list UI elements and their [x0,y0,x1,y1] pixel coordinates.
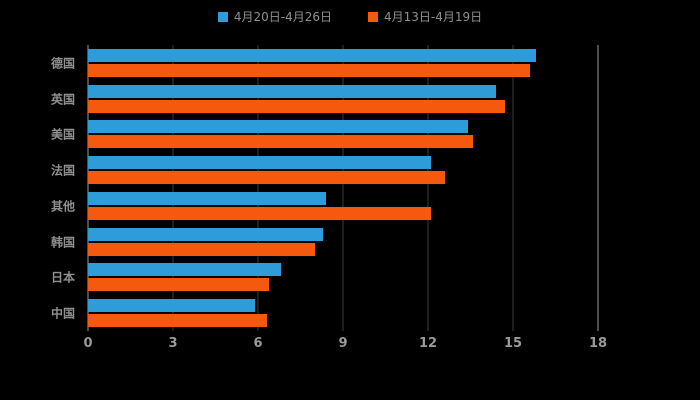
bar-series2-cat7 [88,314,267,328]
bar-series2-cat5 [88,242,315,256]
x-tick-label: 15 [503,336,523,351]
bar-series2-cat4 [88,206,431,220]
category-row-3: 法国 [51,155,598,185]
category-label: 其他 [50,199,75,214]
bar-series1-cat1 [88,84,496,98]
category-row-1: 英国 [51,84,598,114]
bar-series2-cat0 [88,63,530,77]
bar-series2-cat6 [88,278,270,292]
category-label: 日本 [50,270,75,285]
legend-swatch-icon [217,11,228,22]
category-label: 法国 [50,163,75,178]
category-row-6: 日本 [51,262,598,292]
legend-label: 4月20日-4月26日 [233,10,332,24]
category-row-7: 中国 [51,298,598,328]
x-tick-label: 3 [168,336,178,351]
legend-item-series2[interactable]: 4月13日-4月19日 [368,8,482,25]
bar-series1-cat6 [88,263,281,277]
category-label: 德国 [50,56,75,71]
chart-legend: 4月20日-4月26日 4月13日-4月19日 [0,8,700,25]
category-row-4: 其他 [51,191,598,221]
category-row-2: 美国 [51,119,598,149]
gridline [172,45,174,331]
gridline [427,45,429,331]
legend-label: 4月13日-4月19日 [384,10,483,24]
bar-series1-cat5 [88,227,324,241]
bar-series2-cat1 [88,99,505,113]
bar-rows: 德国英国美国法国其他韩国日本中国 [51,45,598,331]
bar-series1-cat2 [88,120,468,134]
gridline [512,45,514,331]
gridline [257,45,259,331]
bar-series1-cat3 [88,156,431,170]
x-axis: 0 3 6 9 12 15 18 [83,336,607,356]
legend-item-series1[interactable]: 4月20日-4月26日 [217,8,332,25]
category-label: 英国 [50,92,75,107]
gridline [342,45,344,331]
bar-series1-cat7 [88,299,256,313]
x-tick-label: 18 [588,336,608,351]
x-tick-label: 6 [253,336,263,351]
x-tick-label: 9 [338,336,348,351]
x-tick-label: 0 [83,336,93,351]
plot-area: 德国英国美国法国其他韩国日本中国 [51,45,599,331]
category-row-0: 德国 [51,48,598,78]
legend-swatch-icon [368,11,378,22]
gridline [597,45,599,331]
bar-series1-cat0 [88,48,536,62]
category-row-5: 韩国 [51,227,598,257]
gridline [87,45,89,331]
x-tick-label: 12 [418,336,438,351]
category-label: 韩国 [50,235,75,250]
category-label: 中国 [50,306,75,321]
bar-series2-cat2 [88,135,474,149]
bar-series1-cat4 [88,191,326,205]
bar-series2-cat3 [88,171,445,185]
category-label: 美国 [50,127,75,142]
